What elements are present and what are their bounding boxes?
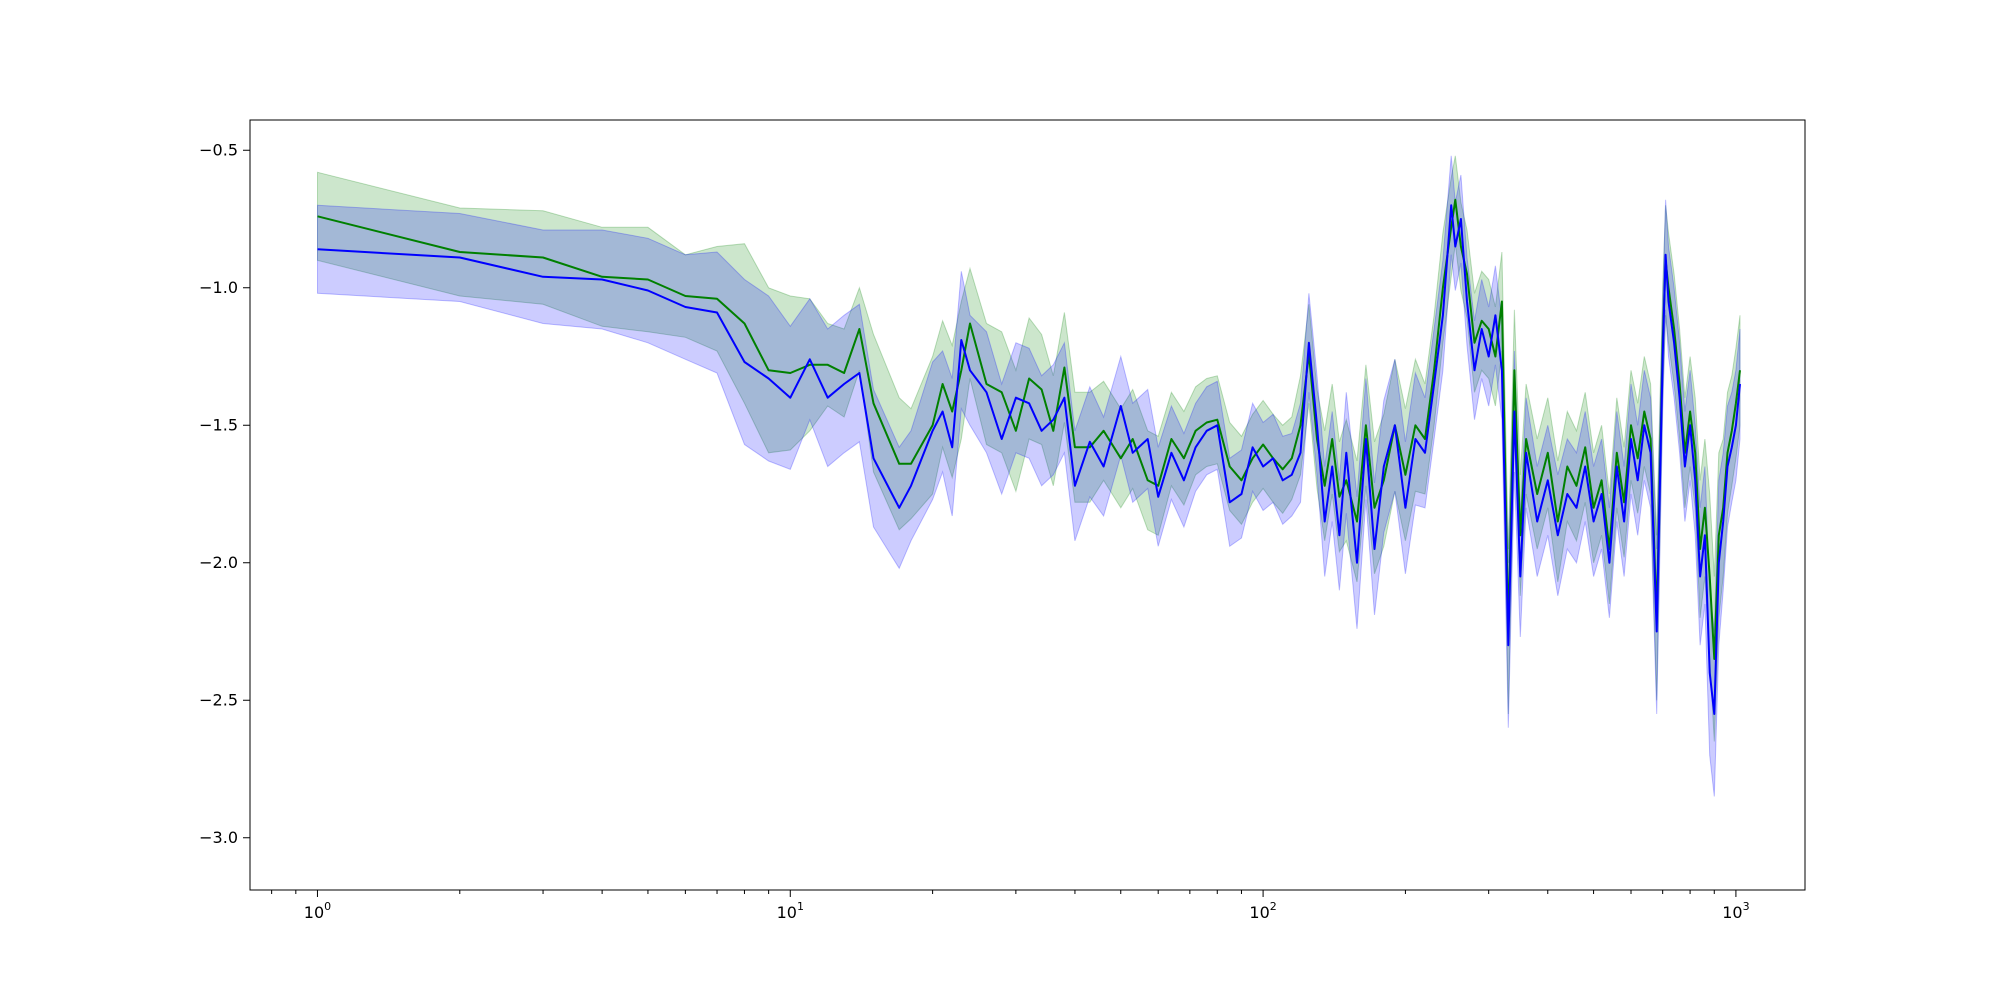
x-tick-label: 103 [1722, 900, 1749, 922]
x-tick-label: 101 [777, 900, 804, 922]
plot-frame [249, 119, 1806, 891]
series-2-band [317, 155, 1741, 797]
y-tick-label: −1.5 [199, 415, 238, 434]
y-tick-label: −2.0 [199, 553, 238, 572]
x-tick-label: 100 [304, 900, 331, 922]
x-axis: 100 101 102 103 [271, 890, 1750, 922]
y-tick-label: −1.0 [199, 278, 238, 297]
y-tick-label: −3.0 [199, 828, 238, 847]
series-2-line [317, 204, 1741, 715]
series-lines [317, 198, 1741, 715]
y-tick-label: −2.5 [199, 690, 238, 709]
y-tick-label: −0.5 [199, 140, 238, 159]
x-tick-label: 102 [1249, 900, 1276, 922]
y-axis: −0.5 −1.0 −1.5 −2.0 −2.5 −3.0 [199, 140, 250, 847]
